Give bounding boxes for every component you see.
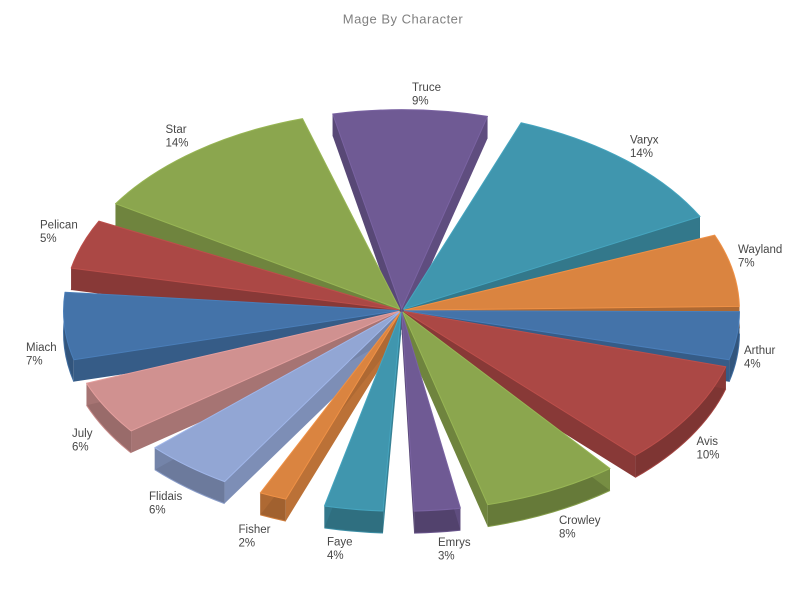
svg-text:Arthur: Arthur [744,345,775,357]
svg-text:6%: 6% [149,505,166,517]
svg-text:Varyx: Varyx [630,135,659,147]
svg-text:Emrys: Emrys [438,537,471,549]
svg-text:2%: 2% [239,538,256,550]
svg-text:July: July [72,428,93,440]
svg-text:Truce: Truce [412,82,441,94]
svg-text:Crowley: Crowley [559,515,601,527]
svg-text:Miach: Miach [26,342,57,354]
svg-text:5%: 5% [40,233,57,245]
svg-text:4%: 4% [327,550,344,562]
svg-text:3%: 3% [438,551,455,563]
svg-text:4%: 4% [744,359,761,371]
svg-text:10%: 10% [697,450,720,462]
svg-text:Wayland: Wayland [738,244,782,256]
svg-text:Fisher: Fisher [239,524,271,536]
svg-text:Flidais: Flidais [149,491,182,503]
svg-text:7%: 7% [738,258,755,270]
svg-text:Star: Star [166,124,187,136]
svg-text:14%: 14% [166,138,189,150]
svg-text:Pelican: Pelican [40,220,78,232]
svg-text:Mage By Character: Mage By Character [343,12,464,27]
svg-text:Faye: Faye [327,537,353,549]
svg-text:Avis: Avis [697,436,719,448]
svg-text:14%: 14% [630,148,653,160]
svg-text:7%: 7% [26,356,43,368]
svg-text:8%: 8% [559,529,576,541]
svg-text:9%: 9% [412,96,429,108]
svg-text:6%: 6% [72,442,89,454]
